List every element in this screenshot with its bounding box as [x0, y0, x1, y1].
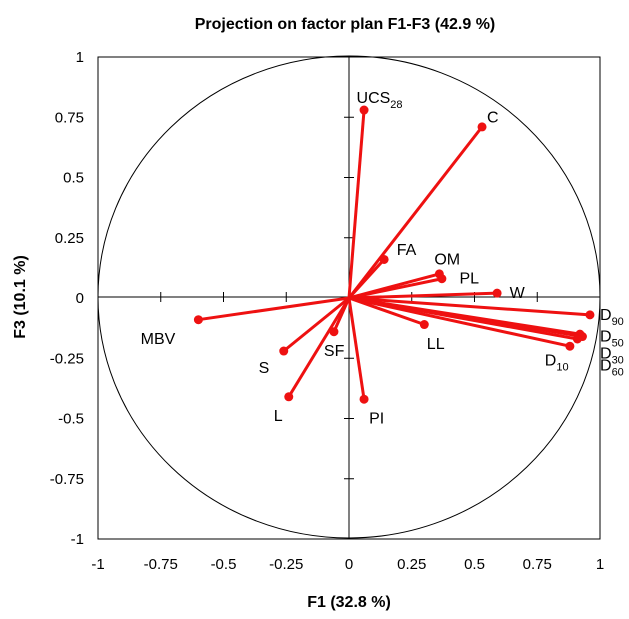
label-d10: D10	[545, 353, 569, 374]
y-tick-label: 1	[76, 49, 84, 66]
point-w	[492, 288, 502, 298]
x-tick-label: -0.5	[211, 556, 237, 573]
chart-title: Projection on factor plan F1-F3 (42.9 %)	[195, 16, 496, 33]
point-ucs28	[359, 105, 369, 115]
point-s	[279, 346, 289, 356]
label-s: S	[259, 360, 270, 377]
vector-l	[287, 297, 351, 398]
point-fa	[379, 254, 389, 264]
label-pi: PI	[369, 411, 384, 428]
x-tick-label: 0.75	[523, 556, 552, 573]
x-tick-label: -1	[91, 556, 104, 573]
y-tick-label: -1	[71, 531, 84, 548]
x-tick-label: 1	[596, 556, 604, 573]
y-tick-label: -0.75	[50, 471, 84, 488]
x-tick-label: -0.25	[269, 556, 303, 573]
label-sf: SF	[324, 343, 345, 360]
point-mbv	[193, 315, 203, 325]
label-pl: PL	[459, 271, 479, 288]
point-ll	[419, 320, 429, 330]
x-tick-label: -0.75	[144, 556, 178, 573]
point-d10	[565, 341, 575, 351]
vector-pi	[347, 297, 366, 400]
label-d90: D90	[600, 307, 624, 328]
label-d60: D60	[600, 357, 624, 378]
vector-c	[347, 125, 484, 299]
vector-pl	[348, 277, 443, 300]
vector-ll	[348, 296, 425, 326]
label-d30: D30	[600, 345, 624, 366]
x-axis-label: F1 (32.8 %)	[307, 594, 391, 611]
y-tick-label: -0.25	[50, 350, 84, 367]
label-w: W	[510, 285, 526, 302]
label-mbv: MBV	[141, 331, 176, 348]
point-d90	[585, 310, 595, 320]
label-ucs28: UCS28	[357, 90, 403, 111]
vector-mbv	[198, 296, 350, 322]
vector-w	[348, 291, 498, 300]
label-fa: FA	[397, 242, 417, 259]
vector-s	[282, 296, 350, 353]
label-c: C	[487, 109, 499, 126]
point-pi	[359, 394, 369, 404]
point-pl	[437, 274, 447, 284]
y-tick-label: 0.25	[55, 230, 84, 247]
x-tick-label: 0.5	[464, 556, 485, 573]
x-tick-label: 0	[345, 556, 353, 573]
y-axis-label: F3 (10.1 %)	[12, 255, 29, 339]
point-sf	[329, 327, 339, 337]
y-tick-label: 0.75	[55, 109, 84, 126]
label-om: OM	[434, 251, 460, 268]
x-tick-label: 0.25	[397, 556, 426, 573]
vector-d10	[348, 296, 571, 348]
variable-vectors	[193, 105, 595, 404]
y-tick-label: 0.5	[63, 170, 84, 187]
point-l	[284, 392, 294, 402]
axis-ticks: -1 -0.75 -0.5 -0.25 0 0.25 0.5 0.75 1 1 0.75 0.5 0.2…	[50, 49, 604, 573]
y-tick-label: 0	[76, 290, 84, 307]
y-tick-label: -0.5	[58, 411, 84, 428]
label-l: L	[274, 408, 283, 425]
point-c	[477, 122, 487, 132]
label-ll: LL	[427, 336, 445, 353]
vector-ucs28	[347, 109, 366, 299]
vector-d90	[348, 296, 591, 317]
point-d60	[572, 334, 582, 344]
vector-fa	[347, 258, 386, 300]
label-d50: D50	[600, 329, 624, 350]
